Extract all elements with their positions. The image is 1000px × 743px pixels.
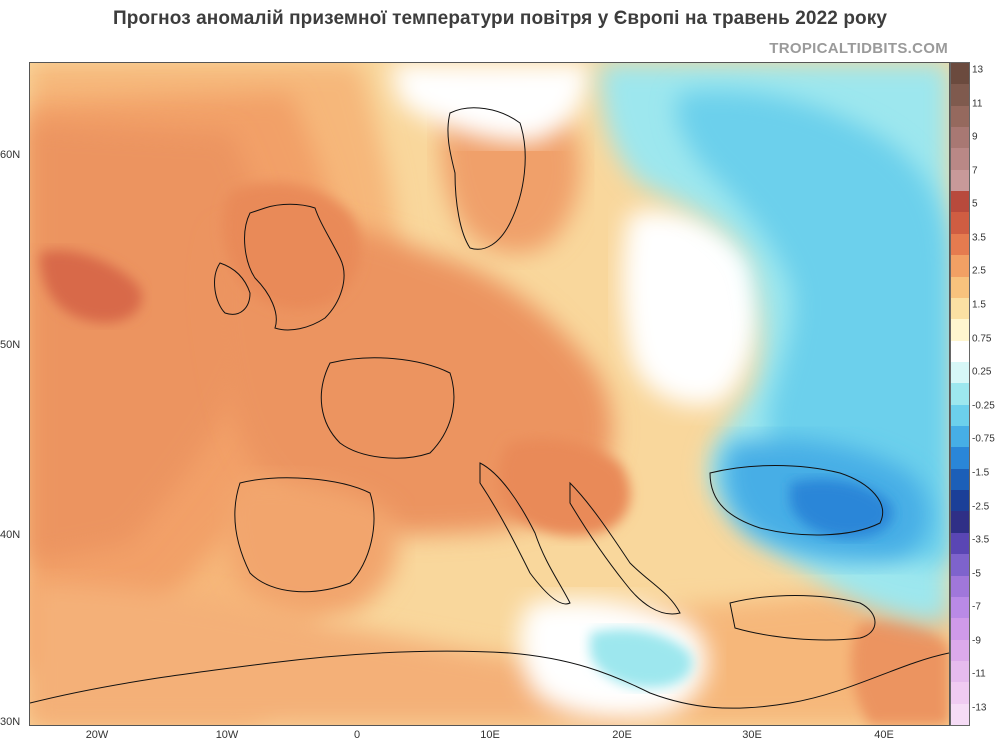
colorbar-segment xyxy=(951,255,969,278)
lon-label-20w: 20W xyxy=(85,729,109,741)
colorbar-label: -5 xyxy=(972,568,981,580)
colorbar-label: -1.5 xyxy=(972,467,990,479)
north-africa-coast xyxy=(30,650,949,709)
colorbar-label: -0.75 xyxy=(972,433,995,445)
colorbar-label: -11 xyxy=(972,668,986,680)
colorbar-label: -2.5 xyxy=(972,501,990,513)
colorbar-segment xyxy=(951,596,969,619)
colorbar-segment xyxy=(951,233,969,256)
colorbar-segment xyxy=(951,169,969,192)
colorbar-label: -7 xyxy=(972,601,981,613)
colorbar-label: 5 xyxy=(972,198,978,210)
colorbar-segment xyxy=(951,554,969,576)
iberia-warm-zone xyxy=(224,479,398,617)
colorbar-segment xyxy=(951,340,969,363)
colorbar-label: 0.25 xyxy=(972,366,992,378)
colorbar-segment xyxy=(951,575,969,598)
colorbar-label: -9 xyxy=(972,635,981,647)
colorbar-segment xyxy=(951,383,969,406)
colorbar-label: 11 xyxy=(972,98,983,110)
colorbar-segment xyxy=(951,127,969,149)
colorbar-label: 2.5 xyxy=(972,265,986,277)
colorbar-label: 0.75 xyxy=(972,333,992,345)
anomaly-map xyxy=(29,62,950,726)
lon-label-10w: 10W xyxy=(215,729,239,741)
eastern-europe-neutral-zone xyxy=(622,210,763,406)
colorbar-segment xyxy=(951,148,969,171)
colorbar-segment xyxy=(951,639,969,662)
coastline-layer xyxy=(30,107,949,709)
colorbar-segment xyxy=(951,447,969,470)
colorbar-segment xyxy=(951,703,969,726)
colorbar-segment xyxy=(951,212,969,235)
lat-label-30n: 30N xyxy=(0,716,21,728)
ireland-coast xyxy=(214,262,251,315)
italy-coast xyxy=(479,462,571,605)
scandinavia-coast xyxy=(447,107,526,250)
colorbar-label: -0.25 xyxy=(972,400,995,412)
eastern-med-cold-zone xyxy=(590,629,693,688)
balkans-coast xyxy=(569,481,681,615)
colorbar-label: 7 xyxy=(972,165,978,177)
iberia-coast xyxy=(234,477,375,593)
black-sea-coast xyxy=(709,465,884,536)
map-title: Прогноз аномалій приземної температури п… xyxy=(112,8,888,29)
colorbar-segment xyxy=(951,490,969,512)
colorbar-label: 3.5 xyxy=(972,232,986,244)
colorbar-label: 1.5 xyxy=(972,299,986,311)
colorbar-segment xyxy=(951,532,969,555)
colorbar-segment xyxy=(951,682,969,705)
colorbar-segment xyxy=(951,105,969,128)
colorbar-label: -13 xyxy=(972,702,987,714)
lat-label-50n: 50N xyxy=(0,339,21,351)
lon-label-40e: 40E xyxy=(874,729,894,741)
colorbar-segment xyxy=(951,426,969,448)
colorbar-label: 9 xyxy=(972,131,978,143)
france-coast xyxy=(320,357,455,459)
norway-neutral-zone xyxy=(390,63,590,143)
colorbar-segment xyxy=(951,63,969,85)
black-sea-cold-core xyxy=(790,479,893,538)
north-africa-warm-zone xyxy=(30,583,630,725)
lon-label-20e: 20E xyxy=(612,729,632,741)
british-isles-warm-zone xyxy=(223,182,361,309)
lon-label-0: 0 xyxy=(353,729,361,741)
levant-warm-zone xyxy=(851,619,949,725)
source-credit: TROPICALTIDBITS.COM xyxy=(769,40,948,57)
colorbar-segment xyxy=(951,660,969,683)
russia-cold-zone xyxy=(676,90,949,563)
colorbar-segment xyxy=(951,511,969,534)
atlantic-peak-zone xyxy=(40,250,142,323)
lon-label-30e: 30E xyxy=(742,729,762,741)
colorbar-label: 13 xyxy=(972,64,984,76)
colorbar-segment xyxy=(951,404,969,427)
lat-label-60n: 60N xyxy=(0,149,21,161)
colorbar-segment xyxy=(951,618,969,641)
colorbar-segment xyxy=(951,84,969,107)
colorbar-label: -3.5 xyxy=(972,534,990,546)
great-britain-coast xyxy=(244,203,345,331)
colorbar-segment xyxy=(951,468,969,491)
anatolia-coast xyxy=(729,595,876,641)
lat-label-40n: 40N xyxy=(0,529,21,541)
colorbar-segment xyxy=(951,361,969,384)
colorbar xyxy=(950,62,970,726)
balkans-warm-zone xyxy=(498,439,631,537)
anomaly-map-canvas xyxy=(30,63,949,725)
colorbar-segment xyxy=(951,191,969,213)
lon-label-10e: 10E xyxy=(480,729,500,741)
atlantic-core-zone xyxy=(30,123,268,563)
colorbar-segment xyxy=(951,297,969,320)
colorbar-segment xyxy=(951,319,969,342)
colorbar-segment xyxy=(951,276,969,299)
